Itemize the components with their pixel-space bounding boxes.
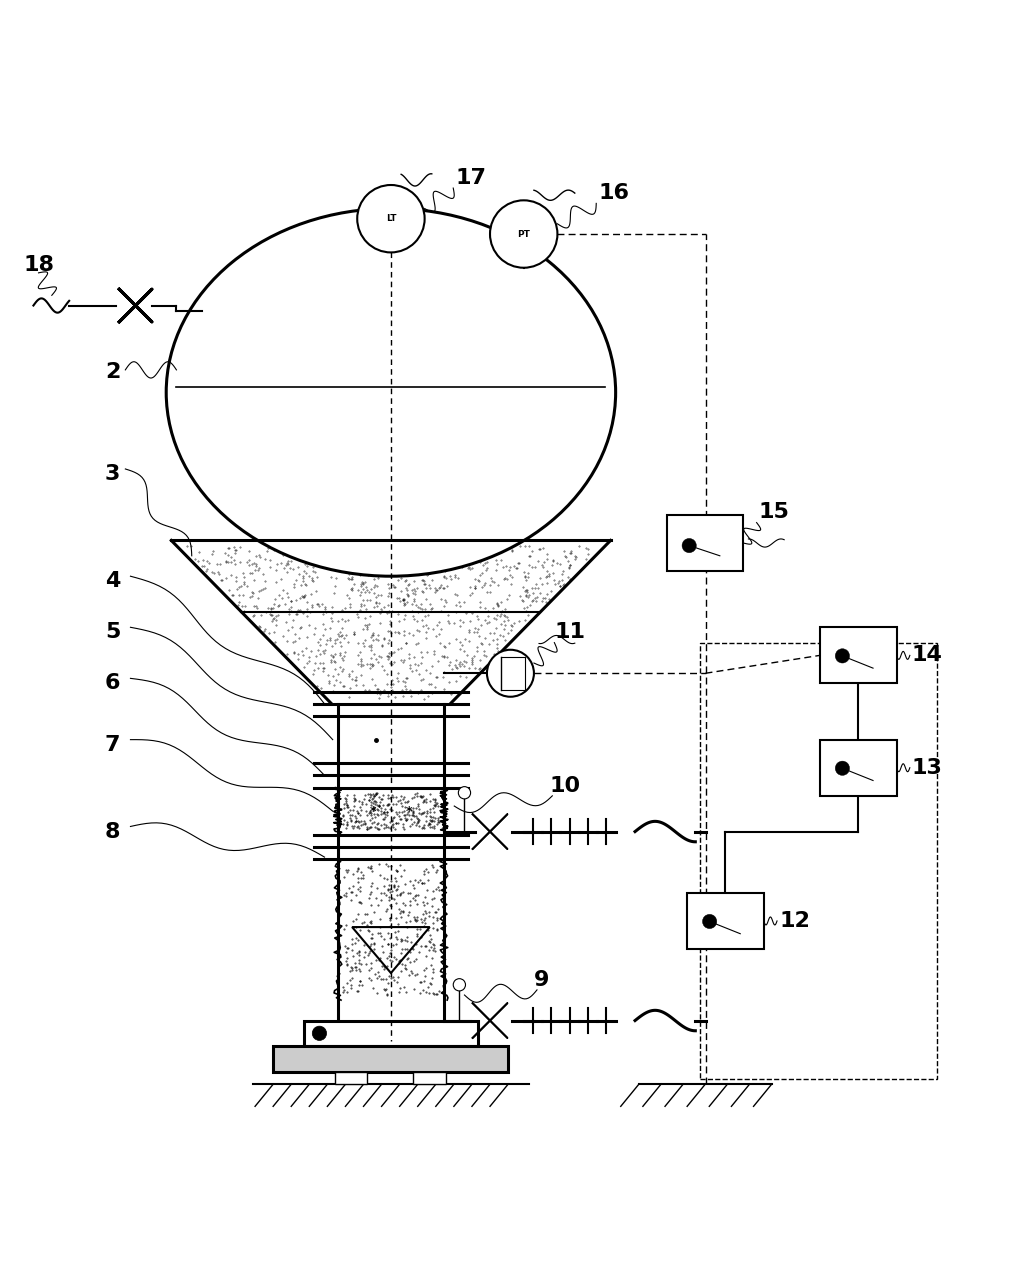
Text: PT: PT [518, 230, 530, 238]
Text: 14: 14 [912, 645, 943, 666]
Circle shape [458, 787, 470, 799]
Bar [340, 717, 442, 764]
Bar [820, 740, 897, 796]
Circle shape [453, 979, 465, 991]
Text: 4: 4 [105, 571, 120, 592]
Text: *: * [406, 805, 413, 817]
Text: 8: 8 [105, 821, 120, 842]
Bar [273, 1046, 508, 1071]
Circle shape [490, 200, 558, 268]
Text: LT: LT [386, 214, 396, 223]
Bar [687, 892, 764, 949]
Circle shape [682, 538, 696, 553]
Text: 9: 9 [534, 970, 549, 989]
Text: 5: 5 [105, 622, 120, 643]
Text: 11: 11 [555, 622, 585, 643]
Circle shape [835, 761, 849, 775]
Circle shape [487, 650, 534, 696]
Circle shape [312, 1026, 327, 1040]
Text: 12: 12 [779, 910, 810, 931]
Circle shape [835, 649, 849, 663]
Bar [335, 1071, 368, 1084]
Circle shape [357, 185, 424, 252]
Text: 18: 18 [24, 255, 54, 274]
Text: 13: 13 [912, 757, 943, 778]
Circle shape [702, 914, 717, 928]
Text: 15: 15 [759, 502, 790, 523]
Text: 6: 6 [105, 673, 120, 694]
Text: 7: 7 [105, 734, 120, 755]
Text: 17: 17 [455, 168, 486, 187]
Text: 3: 3 [105, 464, 120, 484]
Text: 10: 10 [549, 775, 580, 796]
Text: 2: 2 [105, 362, 120, 382]
Bar [304, 1020, 478, 1045]
Ellipse shape [166, 209, 615, 576]
Bar [414, 1071, 446, 1084]
Text: 16: 16 [599, 184, 630, 203]
Bar [667, 515, 744, 571]
Bar [820, 627, 897, 683]
Bar [700, 643, 938, 1079]
Text: *: * [370, 805, 376, 817]
